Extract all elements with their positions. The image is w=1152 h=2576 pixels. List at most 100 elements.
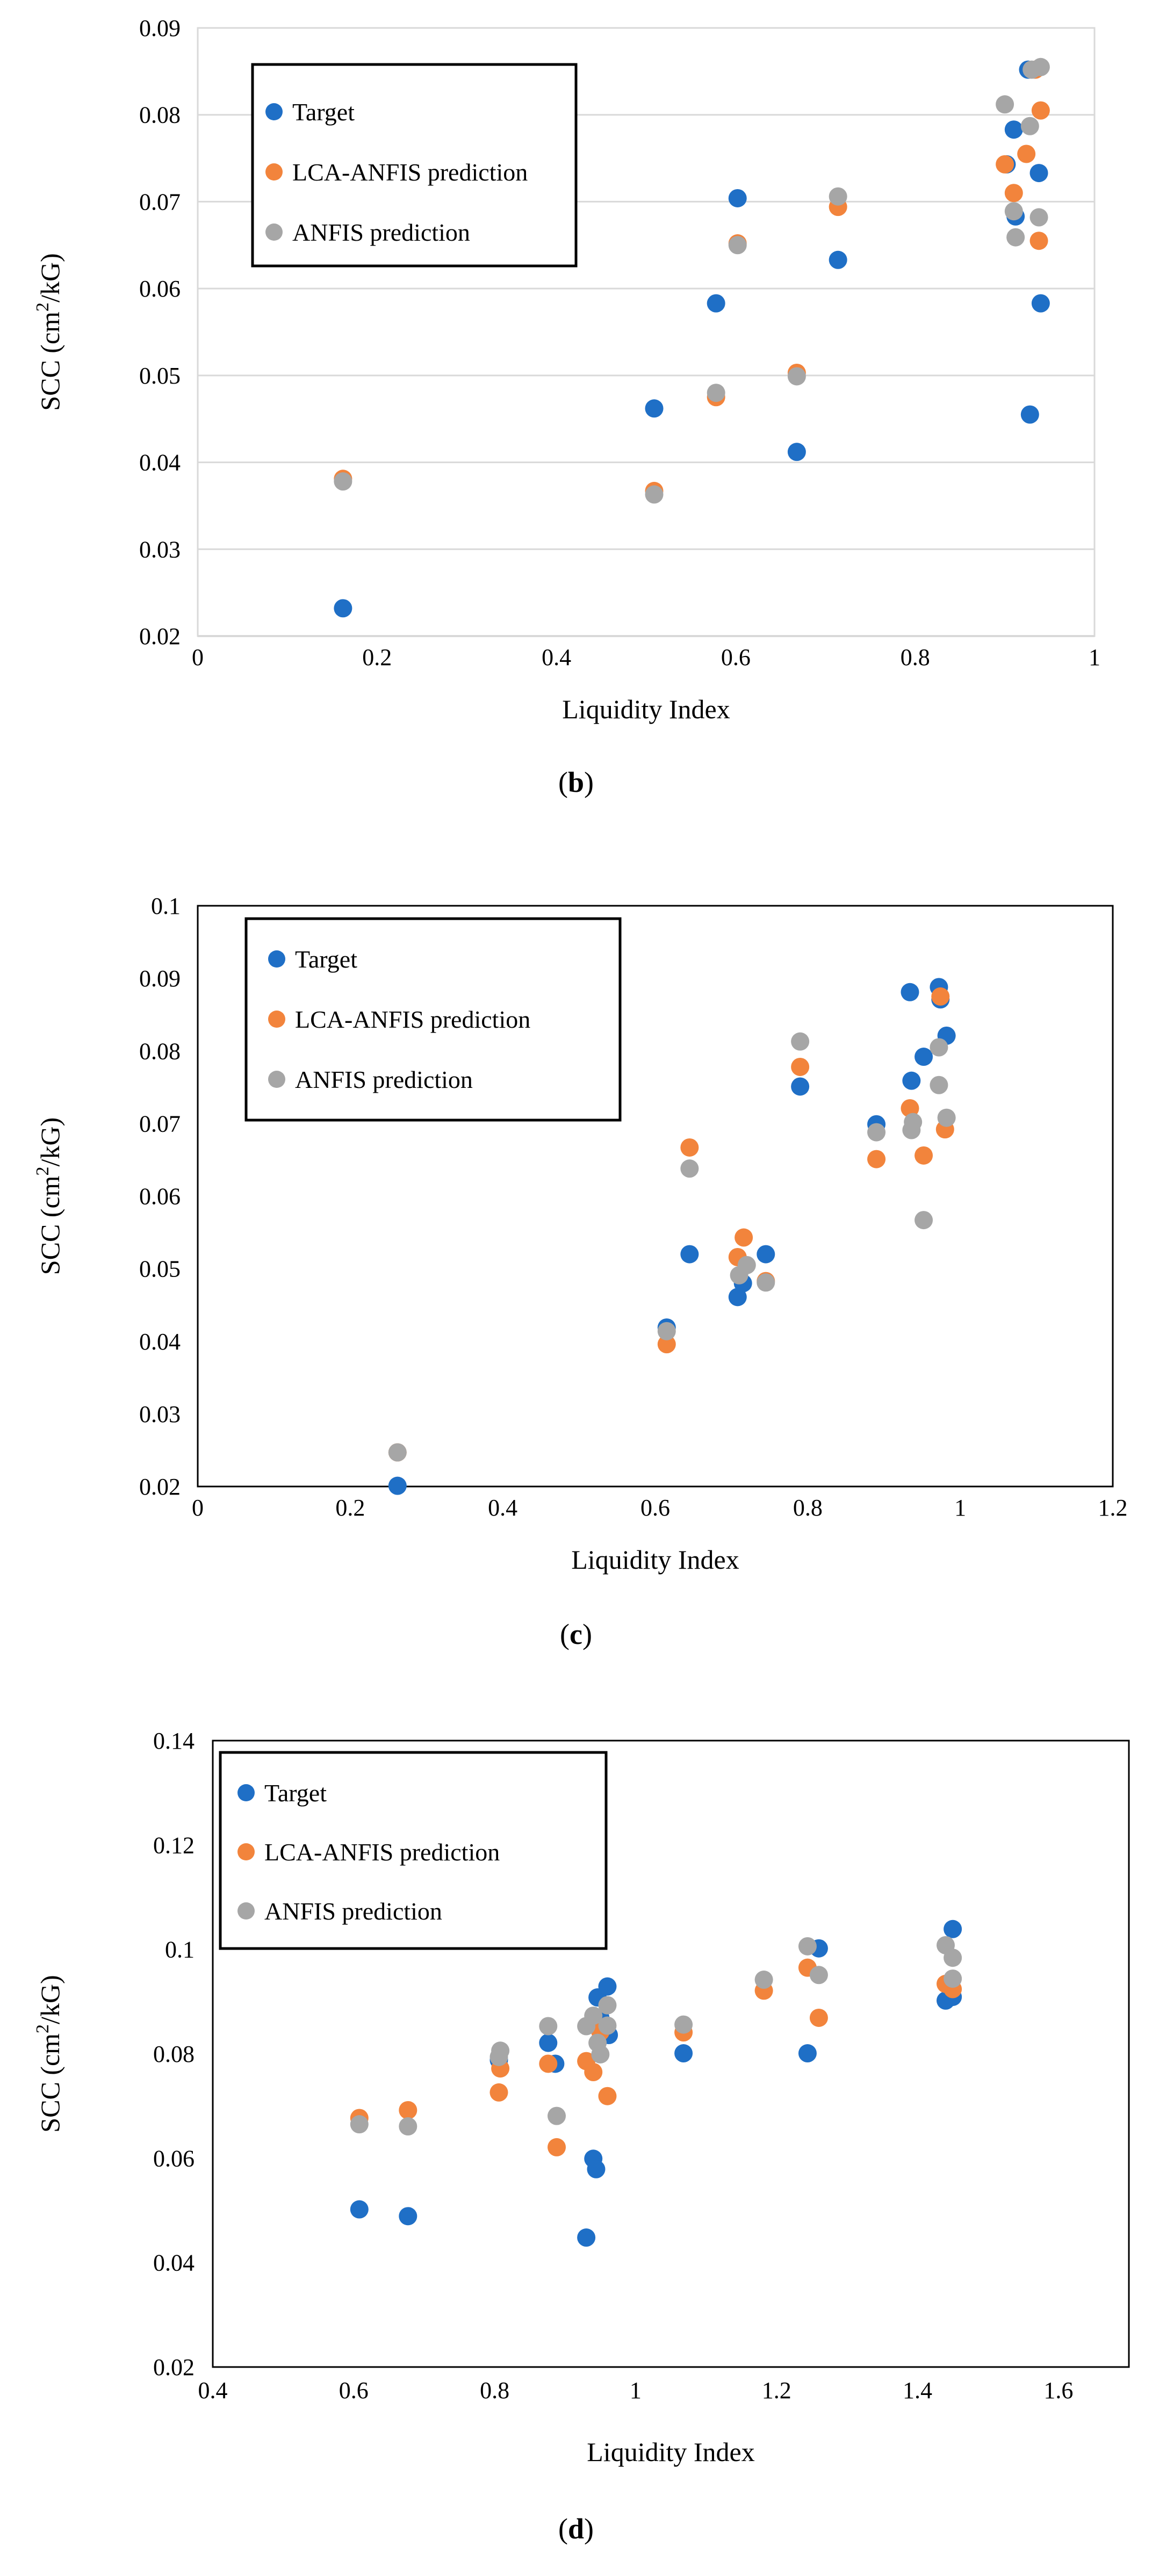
y-tick-label-d: 0.12 <box>153 1832 195 1858</box>
data-point-anfis <box>757 1273 775 1292</box>
data-point-anfis <box>399 2117 417 2136</box>
data-point-target <box>707 294 725 313</box>
y-tick-label-b: 0.04 <box>139 450 181 476</box>
y-tick-label-d: 0.14 <box>153 1728 195 1754</box>
x-tick-label-c: 0 <box>192 1495 204 1521</box>
data-point-lca <box>867 1150 886 1168</box>
data-point-anfis <box>598 2016 617 2035</box>
data-point-lca <box>548 2138 566 2156</box>
data-point-lca <box>1017 145 1036 163</box>
legend-box-d <box>219 1751 608 1950</box>
data-point-anfis <box>915 1211 933 1230</box>
data-point-lca <box>809 2008 828 2027</box>
data-point-target <box>587 2160 606 2178</box>
data-point-lca <box>996 155 1014 174</box>
x-tick-label-c: 0.4 <box>488 1495 517 1521</box>
data-point-anfis <box>539 2017 558 2036</box>
y-tick-label-c: 0.04 <box>139 1329 181 1355</box>
data-point-anfis <box>809 1966 828 1985</box>
caption-paren-close: ) <box>582 1618 592 1650</box>
y-tick-label-c: 0.08 <box>139 1038 181 1064</box>
data-point-anfis <box>791 1032 810 1051</box>
x-tick-label-c: 1.2 <box>1098 1495 1128 1521</box>
data-point-lca <box>584 2063 603 2082</box>
legend-marker-anfis <box>268 1071 285 1088</box>
data-point-target <box>680 1245 699 1264</box>
y-tick-label-c: 0.1 <box>151 893 181 919</box>
y-axis-label-base: SCC (cm <box>35 1175 65 1275</box>
data-point-lca <box>931 987 950 1006</box>
x-tick-label-d: 0.4 <box>198 2377 228 2404</box>
data-point-target <box>399 2207 417 2226</box>
y-tick-label-b: 0.07 <box>139 189 181 215</box>
y-axis-label-base: SCC (cm <box>35 312 65 411</box>
x-tick-label-b: 0 <box>192 644 204 670</box>
x-tick-label-d: 0.6 <box>339 2377 369 2404</box>
data-point-target <box>787 443 806 461</box>
caption-letter: b <box>568 766 584 798</box>
legend-marker-lca <box>268 1011 285 1028</box>
y-axis-label-sup: 2 <box>33 2024 53 2033</box>
y-tick-label-b: 0.05 <box>139 363 181 389</box>
data-point-anfis <box>680 1159 699 1178</box>
chart-panel-d: 0.02 0.04 0.06 0.08 0.1 0.12 0.14 0.4 0.6 0.8 1 1.2… <box>33 1728 1130 2545</box>
y-axis-label-b: SCC (cm2/kG) <box>33 253 65 410</box>
data-point-lca <box>791 1057 810 1076</box>
data-point-anfis <box>1004 202 1023 221</box>
y-axis-label-sup: 2 <box>33 302 53 312</box>
legend-marker-lca <box>237 1843 255 1860</box>
y-tick-label-c: 0.03 <box>139 1401 181 1427</box>
data-point-anfis <box>591 2045 610 2063</box>
data-point-target <box>728 1288 747 1307</box>
legend-marker-target <box>237 1784 255 1801</box>
data-point-lca <box>735 1228 753 1247</box>
legend-marker-target <box>265 103 283 120</box>
data-point-target <box>350 2200 369 2219</box>
data-point-anfis <box>645 485 664 504</box>
series-c-anfis <box>388 1032 956 1462</box>
panel-caption-d: (d) <box>558 2513 594 2545</box>
legend-marker-lca <box>265 163 283 181</box>
y-tick-label-d: 0.08 <box>153 2041 195 2067</box>
data-point-lca <box>539 2054 558 2073</box>
data-point-target <box>791 1077 810 1096</box>
caption-paren-open: ( <box>560 1618 570 1650</box>
data-point-lca <box>1004 184 1023 203</box>
legend-label-target: Target <box>292 98 355 126</box>
data-point-anfis <box>787 367 806 386</box>
data-point-target <box>829 250 847 269</box>
chart-panel-c: 0.02 0.03 0.04 0.05 0.06 0.07 0.08 0.09 0.1 0 0.2 0… <box>33 893 1128 1650</box>
data-point-target <box>1004 120 1023 139</box>
data-point-target <box>1029 164 1048 183</box>
data-point-anfis <box>867 1123 886 1142</box>
data-point-target <box>757 1245 775 1264</box>
plot-frame-d <box>212 1740 1130 2368</box>
data-point-lca <box>915 1146 933 1165</box>
legend-marker-target <box>268 950 285 968</box>
y-tick-label-d: 0.06 <box>153 2145 195 2171</box>
data-point-anfis <box>930 1076 948 1094</box>
data-point-anfis <box>1006 228 1025 247</box>
data-point-anfis <box>1020 117 1039 135</box>
data-point-anfis <box>350 2115 369 2134</box>
data-point-target <box>798 2044 817 2063</box>
panel-caption-c: (c) <box>560 1618 592 1650</box>
legend-label-anfis: ANFIS prediction <box>292 219 470 246</box>
data-point-lca <box>1029 232 1048 250</box>
series-b-anfis <box>334 57 1050 504</box>
data-point-target <box>944 1920 962 1938</box>
x-tick-label-b: 0.8 <box>901 644 930 670</box>
x-tick-label-d: 1 <box>630 2377 642 2404</box>
data-point-anfis <box>754 1971 773 1989</box>
data-point-anfis <box>598 1996 617 2015</box>
y-tick-label-b: 0.02 <box>139 623 181 650</box>
x-tick-label-b: 0.2 <box>362 644 392 670</box>
y-tick-label-b: 0.03 <box>139 536 181 562</box>
y-axis-label-tail: /kG) <box>35 1975 65 2024</box>
caption-paren-open: ( <box>558 766 568 798</box>
series-d-anfis <box>350 1936 962 2136</box>
x-axis-label-b: Liquidity Index <box>562 694 730 724</box>
y-axis-label-tail: /kG) <box>35 1117 65 1167</box>
data-point-lca <box>901 1099 919 1117</box>
data-point-target <box>1031 294 1050 313</box>
